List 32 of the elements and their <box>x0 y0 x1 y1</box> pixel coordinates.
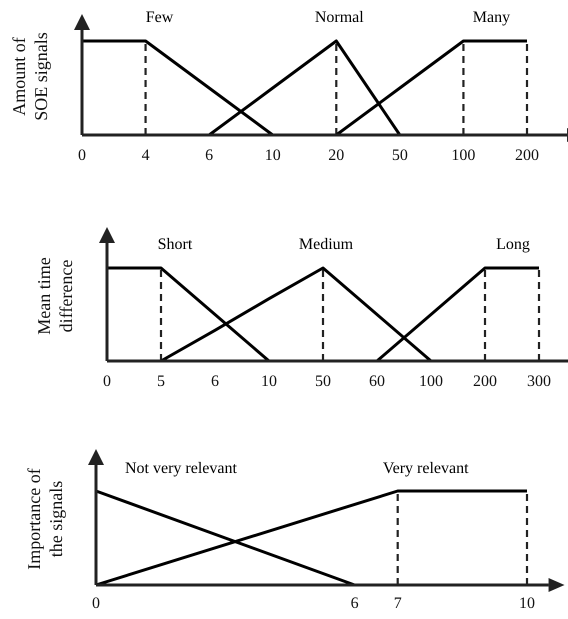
x-tick-label: 50 <box>315 373 331 390</box>
series-label: Very relevant <box>382 460 470 477</box>
series-label: Not very relevant <box>125 460 238 477</box>
series-label: Short <box>158 236 193 253</box>
series-label: Long <box>496 236 530 253</box>
x-tick-label: 0 <box>103 373 111 390</box>
x-tick-label: 20 <box>328 147 344 164</box>
y-axis-title: Amount of SOE signals <box>9 32 51 121</box>
x-tick-label: 0 <box>78 147 86 164</box>
x-tick-label: 6 <box>350 595 359 612</box>
y-axis-title: Mean time difference <box>34 257 76 335</box>
series-label: Few <box>146 9 174 26</box>
x-tick-label: 6 <box>205 147 214 164</box>
x-tick-label: 10 <box>261 373 277 390</box>
x-tick-label: 200 <box>473 373 497 390</box>
x-tick-label: 7 <box>394 595 402 612</box>
series-label: Medium <box>298 236 354 253</box>
x-tick-label: 0 <box>92 595 100 612</box>
x-tick-label: 50 <box>392 147 408 164</box>
x-tick-label: 10 <box>264 147 281 164</box>
x-tick-label: 200 <box>515 147 539 164</box>
y-axis-title: Importance of the signals <box>24 468 66 570</box>
x-tick-label: 6 <box>211 373 219 390</box>
x-tick-label: 60 <box>369 373 385 390</box>
x-tick-label: 300 <box>527 373 551 390</box>
series-label: Normal <box>314 9 364 26</box>
x-tick-label: 4 <box>142 147 150 164</box>
x-tick-label: 5 <box>157 373 165 390</box>
x-tick-label: 10 <box>519 595 535 612</box>
series-label: Many <box>472 9 510 26</box>
x-tick-label: 100 <box>451 147 476 164</box>
x-tick-label: 100 <box>419 373 443 390</box>
